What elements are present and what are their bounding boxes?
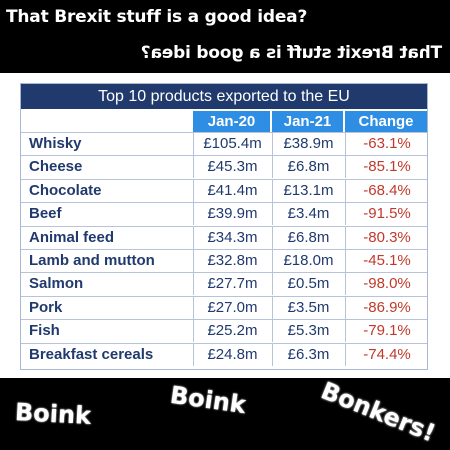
product-cell: Cheese <box>29 158 83 176</box>
table-row: Whisky £105.4m £38.9m -63.1% <box>21 132 427 155</box>
product-cell: Salmon <box>29 275 84 293</box>
product-cell: Whisky <box>29 135 82 152</box>
change-cell: -98.0% <box>345 273 428 296</box>
product-cell: Fish <box>29 322 60 340</box>
table-row: Lamb and mutton £32.8m £18.0m -45.1% <box>21 248 428 273</box>
jan20-cell: £24.8m <box>193 343 271 366</box>
jan21-cell: £3.5m <box>272 296 344 319</box>
exports-table: Top 10 products exported to the EU Jan-2… <box>20 83 428 370</box>
jan21-cell: £6.8m <box>272 156 344 179</box>
change-cell: -85.1% <box>345 156 428 179</box>
table-row: Beef £39.9m £3.4m -91.5% <box>21 202 428 226</box>
jan20-cell: £105.4m <box>193 133 271 155</box>
table-row: Animal feed £34.3m £6.8m -80.3% <box>21 225 428 249</box>
jan20-cell: £25.2m <box>193 320 271 343</box>
change-cell: -80.3% <box>345 226 428 249</box>
jan21-cell: £38.9m <box>272 133 344 155</box>
caption-top: That Brexit stuff is a good idea? <box>6 7 308 27</box>
jan21-cell: £6.3m <box>272 343 344 366</box>
column-header-jan21: Jan-21 <box>272 111 343 132</box>
caption-mirrored: That Brexit stuff is a good idea? <box>140 43 442 63</box>
table-row: Breakfast cereals £24.8m £6.3m -74.4% <box>21 342 428 366</box>
table-row: Fish £25.2m £5.3m -79.1% <box>21 319 428 343</box>
table-row: Chocolate £41.4m £13.1m -68.4% <box>21 178 428 202</box>
jan20-cell: £45.3m <box>193 156 271 179</box>
sound-effect-boink-1: Boink <box>14 398 92 430</box>
column-header-jan20: Jan-20 <box>193 111 270 132</box>
jan20-cell: £34.3m <box>193 226 271 249</box>
jan21-cell: £3.4m <box>272 203 344 226</box>
jan20-cell: £39.9m <box>193 203 271 226</box>
table-panel: Top 10 products exported to the EU Jan-2… <box>0 73 450 378</box>
product-cell: Pork <box>29 298 63 316</box>
product-cell: Breakfast cereals <box>29 345 154 363</box>
change-cell: -45.1% <box>345 249 428 272</box>
product-cell: Lamb and mutton <box>29 251 155 269</box>
table-row: Pork £27.0m £3.5m -86.9% <box>21 295 428 320</box>
table-row: Cheese £45.3m £6.8m -85.1% <box>21 155 428 179</box>
product-cell: Chocolate <box>29 181 102 199</box>
table-body: Whisky £105.4m £38.9m -63.1% Cheese £45.… <box>21 132 427 366</box>
table-title: Top 10 products exported to the EU <box>21 84 427 109</box>
change-cell: -63.1% <box>345 133 428 155</box>
jan20-cell: £41.4m <box>193 179 271 202</box>
product-cell: Beef <box>29 205 62 223</box>
jan21-cell: £13.1m <box>272 179 344 202</box>
table-row: Salmon £27.7m £0.5m -98.0% <box>21 272 428 296</box>
jan20-cell: £27.7m <box>193 273 271 296</box>
change-cell: -91.5% <box>345 203 428 226</box>
change-cell: -74.4% <box>345 343 428 366</box>
jan20-cell: £27.0m <box>193 296 271 319</box>
jan21-cell: £0.5m <box>272 273 344 296</box>
jan21-cell: £6.8m <box>272 226 344 249</box>
jan20-cell: £32.8m <box>193 249 271 272</box>
bottom-sfx-band <box>0 378 450 450</box>
jan21-cell: £18.0m <box>272 249 344 272</box>
change-cell: -79.1% <box>345 320 428 343</box>
column-header-change: Change <box>345 111 427 132</box>
jan21-cell: £5.3m <box>272 320 344 343</box>
top-caption-band <box>0 0 450 73</box>
product-cell: Animal feed <box>29 228 115 246</box>
change-cell: -68.4% <box>345 179 428 202</box>
change-cell: -86.9% <box>345 296 428 319</box>
